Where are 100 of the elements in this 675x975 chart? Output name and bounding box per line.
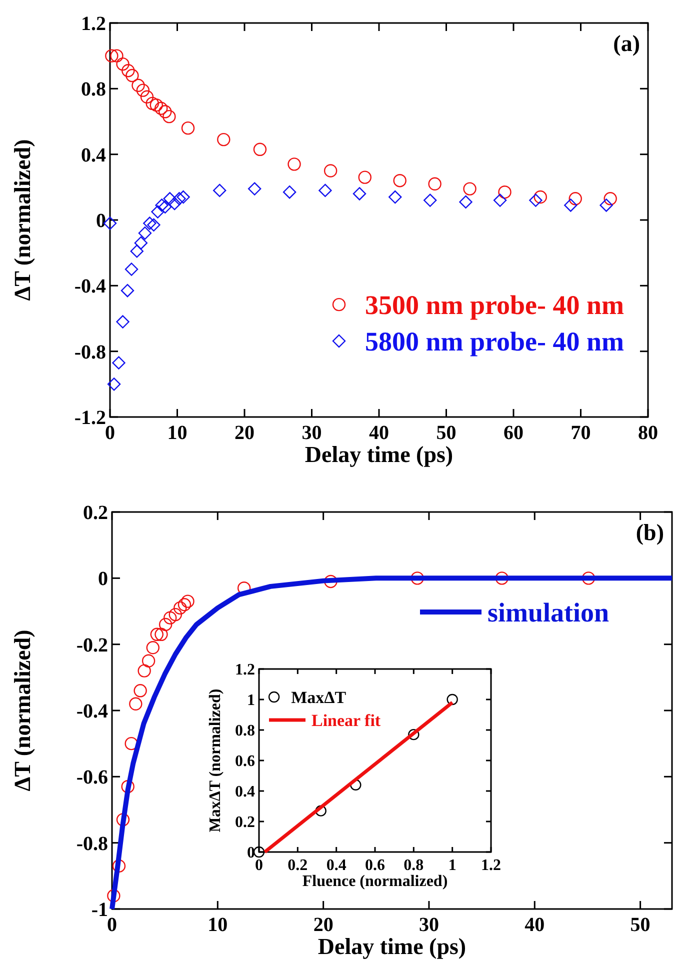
x-tick-label: 10	[167, 422, 188, 444]
point	[493, 194, 507, 207]
y-tick-label: 1	[247, 692, 255, 710]
y-axis-title: ΔT (normalized)	[10, 630, 35, 792]
point	[126, 68, 139, 82]
y-tick-label: 1.2	[235, 662, 255, 679]
point	[178, 598, 192, 612]
y-tick-label: 0.8	[81, 78, 106, 101]
point	[393, 174, 406, 188]
x-tick-label: 20	[313, 914, 334, 936]
legend-label: simulation	[488, 597, 610, 628]
point	[176, 190, 190, 204]
point	[105, 49, 118, 62]
point	[138, 664, 151, 678]
point	[568, 192, 582, 206]
x-tick-label: 0.4	[326, 857, 346, 874]
y-tick-label: -0.8	[76, 832, 108, 855]
y-tick-label: 0	[98, 568, 108, 590]
point	[134, 236, 148, 250]
x-tick-label: 70	[570, 422, 591, 444]
point	[446, 694, 458, 706]
y-tick-label: -0.8	[74, 341, 106, 364]
x-tick-label: 30	[302, 422, 322, 444]
point	[116, 315, 130, 328]
point	[168, 196, 182, 210]
y-tick-label: -1.2	[74, 407, 106, 429]
x-axis-title: Fluence (normalized)	[302, 873, 448, 890]
x-axis-title: Delay time (ps)	[318, 934, 466, 959]
y-tick-label: -1	[91, 899, 108, 921]
point	[116, 813, 130, 826]
x-tick-label: 10	[208, 914, 228, 936]
legend-label: MaxΔT	[291, 688, 347, 707]
y-axis-title: MaxΔT (normalized)	[207, 688, 224, 832]
point	[158, 618, 172, 632]
point	[150, 98, 163, 112]
x-tick-label: 20	[234, 422, 254, 444]
y-tick-label: -0.6	[76, 766, 108, 789]
point	[142, 654, 156, 668]
point	[158, 105, 172, 118]
legend-label: 5800 nm probe- 40 nm	[365, 326, 625, 356]
point	[136, 84, 150, 97]
legend-label: Linear fit	[312, 710, 381, 730]
y-tick-label: -0.4	[76, 700, 108, 722]
annotation: (b)	[636, 520, 664, 545]
point	[120, 284, 134, 298]
point	[463, 182, 476, 196]
x-tick-label: 0.2	[288, 857, 308, 874]
point	[151, 205, 164, 218]
point	[213, 184, 226, 198]
point	[132, 78, 145, 92]
point	[315, 805, 326, 816]
point	[134, 684, 147, 698]
point	[318, 184, 332, 198]
point	[352, 187, 366, 200]
point	[534, 190, 547, 204]
point	[288, 158, 301, 171]
y-tick-label: 0.4	[235, 784, 255, 801]
point	[600, 198, 613, 212]
point	[163, 192, 176, 206]
x-tick-label: 0.8	[404, 857, 424, 874]
point	[129, 697, 142, 710]
x-tick-label: 80	[638, 422, 658, 444]
point	[181, 121, 195, 135]
point	[107, 378, 121, 391]
point	[358, 170, 372, 184]
point	[564, 198, 578, 212]
point	[604, 192, 617, 206]
point	[174, 601, 187, 615]
point	[154, 102, 168, 115]
point	[130, 244, 144, 258]
point	[140, 90, 154, 104]
y-tick-label: -0.2	[76, 634, 108, 656]
point	[181, 594, 194, 608]
point	[124, 262, 138, 276]
point	[162, 110, 176, 124]
y-tick-label: 0.6	[235, 753, 255, 770]
y-tick-label: 0	[96, 210, 106, 232]
point	[172, 192, 186, 206]
x-tick-label: 0.6	[365, 857, 385, 874]
point	[110, 49, 124, 62]
point	[282, 185, 296, 199]
point	[154, 628, 168, 642]
point	[424, 194, 437, 207]
x-tick-label: 50	[630, 914, 650, 936]
point	[150, 628, 164, 642]
x-tick-label: 1	[448, 857, 456, 874]
point	[459, 195, 472, 209]
y-tick-label: 0.2	[83, 502, 108, 524]
point	[146, 96, 159, 110]
point	[168, 608, 182, 622]
x-tick-label: 50	[436, 422, 456, 444]
point	[248, 182, 262, 196]
y-axis-title: ΔT (normalized)	[10, 139, 35, 301]
y-tick-label: 0.2	[235, 814, 255, 832]
point	[112, 356, 126, 370]
y-tick-label: 1.2	[81, 13, 106, 35]
point	[116, 57, 130, 71]
y-tick-label: -0.4	[74, 276, 106, 298]
point	[143, 216, 156, 230]
point	[122, 64, 135, 78]
